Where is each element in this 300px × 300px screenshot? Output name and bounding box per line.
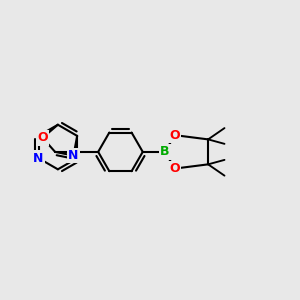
- Text: N: N: [68, 149, 79, 162]
- Text: N: N: [33, 152, 44, 165]
- Text: O: O: [37, 131, 48, 144]
- Text: B: B: [160, 146, 170, 158]
- Text: O: O: [169, 129, 180, 142]
- Text: O: O: [169, 162, 180, 175]
